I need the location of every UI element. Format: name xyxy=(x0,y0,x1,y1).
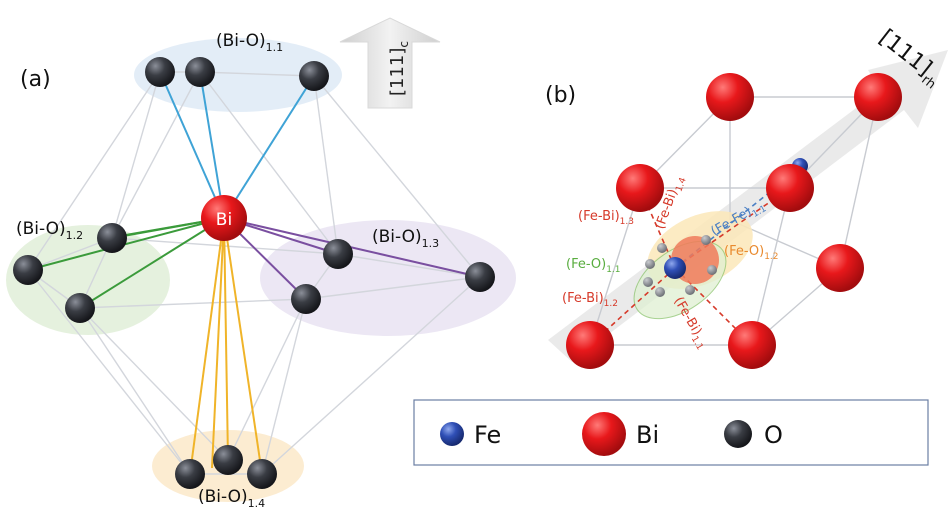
legend-o-label: O xyxy=(764,421,783,449)
axis-a-main: [111] xyxy=(387,48,408,96)
bi-atom xyxy=(566,321,614,369)
o-atoms-a xyxy=(13,57,495,489)
legend-o-swatch xyxy=(724,420,752,448)
group-1-1-ellipse xyxy=(134,38,342,112)
bi-atom xyxy=(816,244,864,292)
panel-a: (a) [111]c xyxy=(6,17,516,510)
bi-atom xyxy=(766,164,814,212)
panel-a-label: (a) xyxy=(20,67,51,92)
group-1-2-ellipse xyxy=(6,225,170,335)
o-atom xyxy=(291,284,321,314)
group-1-1-label: (Bi-O)1.1 xyxy=(216,31,283,54)
o-atom xyxy=(323,239,353,269)
o-atom xyxy=(13,255,43,285)
o-atom xyxy=(97,223,127,253)
panel-b-label: (b) xyxy=(545,83,576,108)
o-atoms-b xyxy=(643,235,717,297)
o-atom xyxy=(465,262,495,292)
bi-atoms-b xyxy=(566,73,902,369)
bi-atom xyxy=(728,321,776,369)
legend-bi-swatch xyxy=(582,412,626,456)
fe-center-atom xyxy=(664,257,686,279)
label-fe-bi-1-3: (Fe-Bi)1.3 xyxy=(578,209,634,227)
o-atom xyxy=(175,459,205,489)
bi-atom xyxy=(616,164,664,212)
bi-o-bonds xyxy=(27,71,481,475)
label-fe-o-1-1: (Fe-O)1.1 xyxy=(566,257,621,275)
group-1-3-label: (Bi-O)1.3 xyxy=(372,227,439,250)
bi-atom xyxy=(706,73,754,121)
bi-atom xyxy=(854,73,902,121)
legend-fe-label: Fe xyxy=(474,421,501,449)
o-atom xyxy=(247,459,277,489)
group-1-4-label: (Bi-O)1.4 xyxy=(198,487,265,510)
legend-bi-label: Bi xyxy=(636,421,659,449)
o-atom xyxy=(185,57,215,87)
svg-text:[111]c: [111]c xyxy=(387,41,411,96)
legend-box xyxy=(413,399,929,466)
o-atom xyxy=(299,61,329,91)
label-fe-bi-1-2: (Fe-Bi)1.2 xyxy=(562,291,618,309)
axis-a-sub: c xyxy=(397,41,411,48)
axis-111c-arrow: [111]c xyxy=(339,17,441,109)
o-atom xyxy=(65,293,95,323)
o-atom xyxy=(145,57,175,87)
legend-fe-swatch xyxy=(440,422,464,446)
bi-center-label: Bi xyxy=(216,210,232,230)
panel-b: (b) [111]rh xyxy=(545,25,948,369)
label-fe-o-1-2: (Fe-O)1.2 xyxy=(724,244,779,262)
o-atom xyxy=(213,445,243,475)
bi-center-atom xyxy=(201,195,247,241)
legend: Fe Bi O xyxy=(413,399,929,466)
group-1-2-label: (Bi-O)1.2 xyxy=(16,219,83,242)
